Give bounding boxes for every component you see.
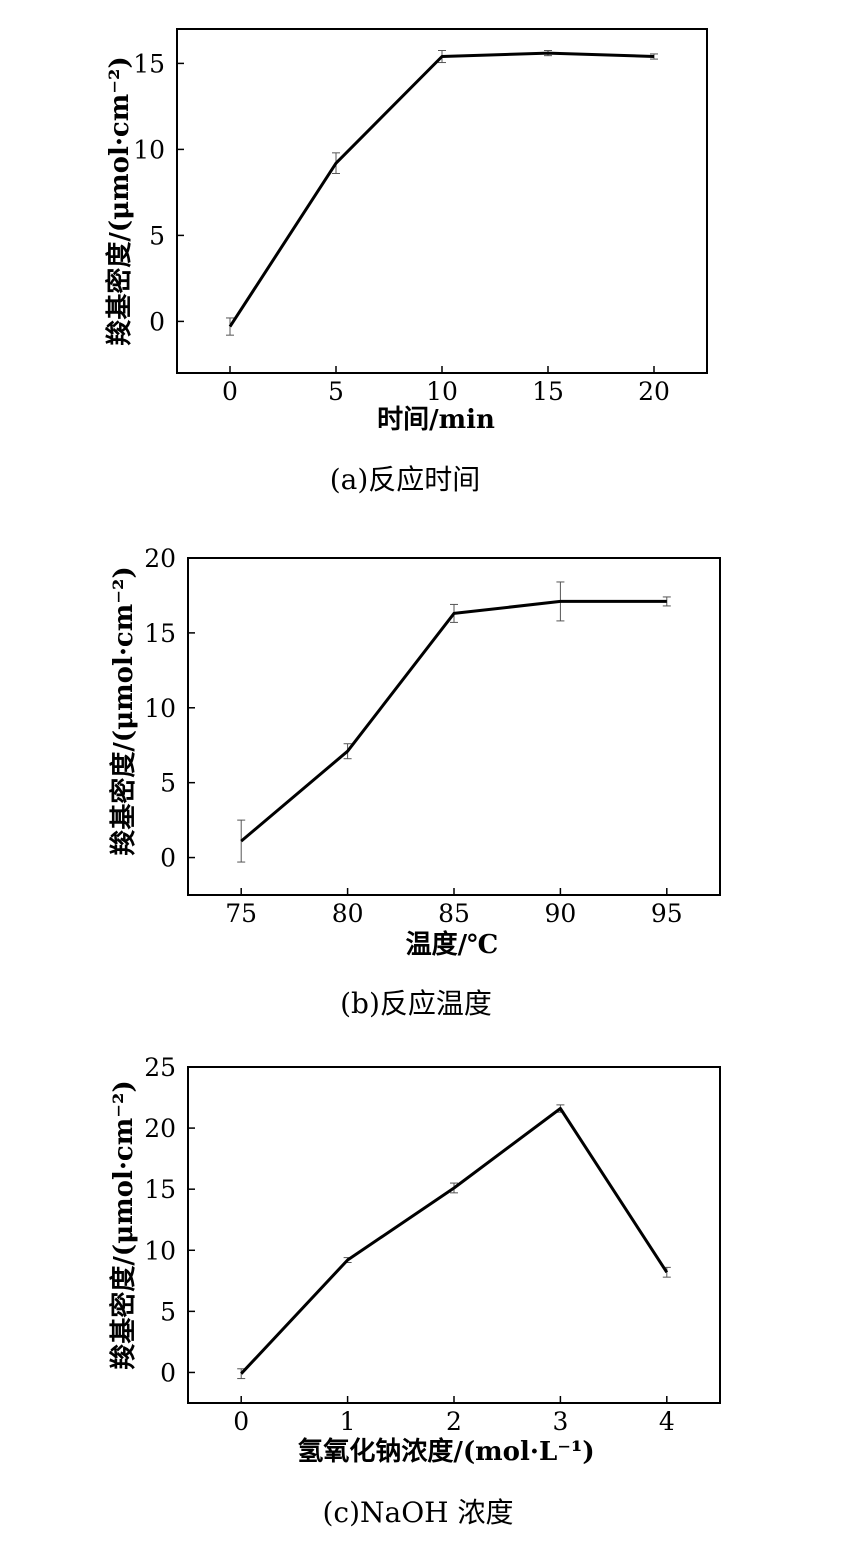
y-tick-label-c: 10 bbox=[144, 1236, 176, 1265]
panel-caption-a: (a)反应时间 bbox=[330, 463, 481, 496]
y-tick-label-c: 25 bbox=[144, 1053, 176, 1082]
y-tick-label-a: 5 bbox=[149, 221, 165, 250]
x-tick-label-c: 3 bbox=[552, 1407, 568, 1436]
y-tick-label-b: 15 bbox=[144, 619, 176, 648]
panel-c: 0 1 2 3 4 0 5 10 15 20 25 氢氧化钠浓度/(mol·L⁻¹) 羧基密度/(μ… bbox=[108, 1053, 721, 1529]
x-tick-label-a: 20 bbox=[638, 377, 670, 406]
x-tick-label-c: 2 bbox=[446, 1407, 462, 1436]
y-tick-label-a: 10 bbox=[133, 135, 165, 164]
x-tick-label-b: 95 bbox=[651, 899, 683, 928]
x-tick-label-b: 85 bbox=[438, 899, 470, 928]
x-axis-title-c: 氢氧化钠浓度/(mol·L⁻¹) bbox=[297, 1436, 594, 1467]
panel-caption-b: (b)反应温度 bbox=[340, 987, 492, 1020]
y-axis-title-c: 羧基密度/(μmol·cm⁻²) bbox=[108, 1080, 139, 1369]
plot-frame-a bbox=[176, 28, 708, 374]
y-tick-label-a: 0 bbox=[149, 307, 165, 336]
y-tick-label-b: 5 bbox=[160, 769, 176, 798]
x-tick-label-b: 75 bbox=[225, 899, 257, 928]
panel-caption-c: (c)NaOH 浓度 bbox=[323, 1496, 514, 1529]
chart-marks-a: 0 5 10 15 20 0 5 10 15 bbox=[133, 49, 670, 406]
x-tick-label-b: 90 bbox=[544, 899, 576, 928]
x-tick-label-c: 1 bbox=[340, 1407, 356, 1436]
panel-b: 75 80 85 90 95 0 5 10 15 20 温度/℃ 羧基密度/(μmol·cm⁻²)… bbox=[108, 544, 721, 1020]
x-tick-label-a: 10 bbox=[426, 377, 458, 406]
y-tick-label-c: 15 bbox=[144, 1175, 176, 1204]
y-tick-label-a: 15 bbox=[133, 49, 165, 78]
x-tick-label-a: 15 bbox=[532, 377, 564, 406]
y-tick-label-b: 20 bbox=[144, 544, 176, 573]
x-tick-label-c: 0 bbox=[233, 1407, 249, 1436]
y-tick-label-c: 20 bbox=[144, 1114, 176, 1143]
x-tick-label-a: 0 bbox=[222, 377, 238, 406]
series-line-a bbox=[228, 51, 655, 328]
y-tick-label-c: 0 bbox=[160, 1358, 176, 1387]
y-tick-label-b: 0 bbox=[160, 844, 176, 873]
x-tick-label-c: 4 bbox=[659, 1407, 675, 1436]
series-line-b bbox=[240, 599, 667, 843]
chart-marks-b: 75 80 85 90 95 0 5 10 15 20 bbox=[144, 544, 683, 928]
y-axis-title-b: 羧基密度/(μmol·cm⁻²) bbox=[108, 566, 139, 855]
series-line-c bbox=[240, 1107, 669, 1375]
chart-marks-c: 0 1 2 3 4 0 5 10 15 20 25 bbox=[144, 1053, 675, 1436]
plot-frame-c bbox=[187, 1066, 721, 1404]
x-axis-title-b: 温度/℃ bbox=[406, 929, 499, 960]
x-axis-title-a: 时间/min bbox=[377, 405, 495, 435]
x-tick-label-b: 80 bbox=[332, 899, 364, 928]
y-tick-label-c: 5 bbox=[160, 1297, 176, 1326]
x-tick-label-a: 5 bbox=[328, 377, 344, 406]
y-axis-title-a: 羧基密度/(μmol·cm⁻²) bbox=[104, 56, 135, 345]
panel-a: 0 5 10 15 20 0 5 10 15 时间/min 羧基密度/(μmol·cm⁻²) (… bbox=[104, 28, 708, 496]
y-tick-label-b: 10 bbox=[144, 694, 176, 723]
